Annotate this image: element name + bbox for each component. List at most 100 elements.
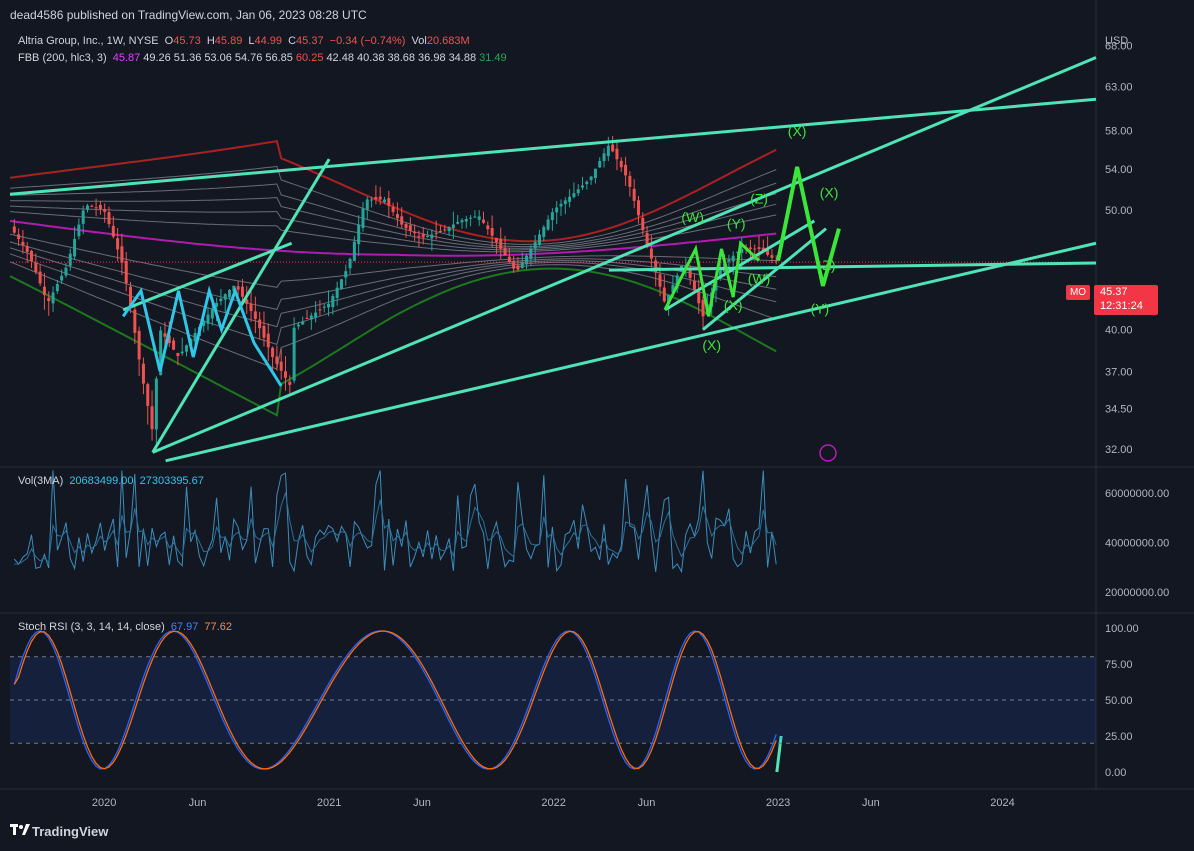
stoch-tick: 0.00 [1105, 767, 1126, 779]
fbb-value: 56.85 [265, 52, 293, 64]
candle-body [697, 289, 701, 304]
candle-body [331, 296, 335, 308]
candle-body [469, 217, 473, 219]
candle-body [447, 226, 451, 232]
price-tick: 32.00 [1105, 444, 1133, 456]
symbol-label[interactable]: Altria Group, Inc., 1W, NYSE [18, 35, 159, 47]
candle-body [370, 199, 374, 201]
close-value: 45.37 [296, 35, 324, 47]
trend-line [608, 261, 1097, 272]
candle-body [327, 303, 331, 308]
currency-label: USD [1105, 35, 1128, 47]
candle-body [348, 258, 352, 269]
candle-body [206, 314, 210, 324]
fbb-value: 40.38 [356, 52, 385, 64]
stoch-tick: 100.00 [1105, 623, 1139, 635]
candle-body [335, 287, 339, 298]
price-tick: 37.00 [1105, 366, 1133, 378]
stoch-k-line [13, 630, 777, 770]
candle-body [460, 220, 464, 223]
vol-ma-name[interactable]: Vol(3MA) [18, 475, 64, 487]
candle-body [116, 238, 120, 250]
stoch-name[interactable]: Stoch RSI (3, 3, 14, 14, close) [18, 621, 165, 633]
candle-body [133, 309, 137, 333]
fbb-band-line [9, 233, 777, 288]
candle-body [301, 321, 305, 325]
wave-label: (W) [681, 209, 704, 225]
candle-body [141, 363, 145, 384]
volume-pane [13, 470, 777, 574]
candle-body [240, 286, 244, 297]
candle-body [606, 145, 610, 157]
tradingview-logo[interactable]: TradingView [10, 824, 108, 839]
candle-body [296, 324, 300, 327]
candle-body [245, 299, 249, 304]
candle-body [757, 247, 761, 249]
candle-body [94, 207, 98, 209]
candle-body [675, 275, 679, 289]
candle-body [378, 196, 382, 200]
wave-label: (X) [820, 184, 839, 200]
candle-body [176, 353, 180, 357]
wave-label: (Y) [811, 301, 830, 317]
candle-body [529, 248, 533, 259]
candle-body [615, 148, 619, 160]
candle-body [344, 271, 348, 278]
candle-body [542, 226, 546, 237]
price-tick: 50.00 [1105, 205, 1133, 217]
candle-body [525, 255, 529, 265]
candle-body [430, 234, 434, 239]
candle-body [494, 237, 498, 243]
candle-body [400, 216, 404, 225]
candle-body [98, 204, 102, 210]
candle-body [184, 345, 188, 352]
candle-body [322, 306, 326, 308]
candle-body [559, 203, 563, 207]
candle-body [365, 199, 369, 210]
green-projection-path [776, 166, 841, 287]
candle-body [12, 226, 16, 233]
candle-body [107, 212, 111, 225]
fbb-value: 51.36 [173, 52, 202, 64]
candle-body [438, 230, 442, 232]
fbb-band-line [9, 261, 777, 370]
candle-body [753, 248, 757, 250]
candle-body [111, 225, 115, 237]
candle-body [77, 224, 81, 237]
wave-label: (X) [702, 337, 721, 353]
candle-body [735, 251, 739, 253]
main-legend: Altria Group, Inc., 1W, NYSE O45.73 H45.… [18, 35, 473, 47]
candle-body [180, 351, 184, 354]
candle-body [507, 256, 511, 262]
candle-body [477, 216, 481, 220]
candle-body [671, 285, 675, 293]
candle-body [464, 218, 468, 222]
stoch-tick: 50.00 [1105, 695, 1133, 707]
fbb-name[interactable]: FBB (200, hlc3, 3) [18, 52, 107, 64]
candle-body [516, 265, 520, 270]
candle-body [718, 269, 722, 278]
high-value: 45.89 [214, 35, 243, 47]
wave-label: (Y) [727, 216, 746, 232]
candle-body [167, 335, 171, 344]
candle-body [520, 262, 524, 269]
candle-body [688, 268, 692, 278]
price-tick: 34.50 [1105, 404, 1133, 416]
candle-body [309, 315, 313, 320]
last-price: 45.37 [1100, 286, 1128, 298]
stoch-d-line [13, 630, 777, 770]
candle-body [55, 284, 59, 292]
open-label: O [164, 35, 174, 47]
volume-tick: 60000000.00 [1105, 488, 1169, 500]
tradingview-brand: TradingView [32, 824, 109, 839]
fbb-value: 34.88 [448, 52, 477, 64]
candle-body [120, 246, 124, 263]
fbb-value: 53.06 [204, 52, 232, 64]
candle-body [770, 255, 774, 258]
candle-body [546, 219, 550, 230]
candle-body [253, 311, 257, 319]
fbb-value: 42.48 [326, 52, 354, 64]
candle-body [512, 261, 516, 269]
candle-body [391, 207, 395, 212]
